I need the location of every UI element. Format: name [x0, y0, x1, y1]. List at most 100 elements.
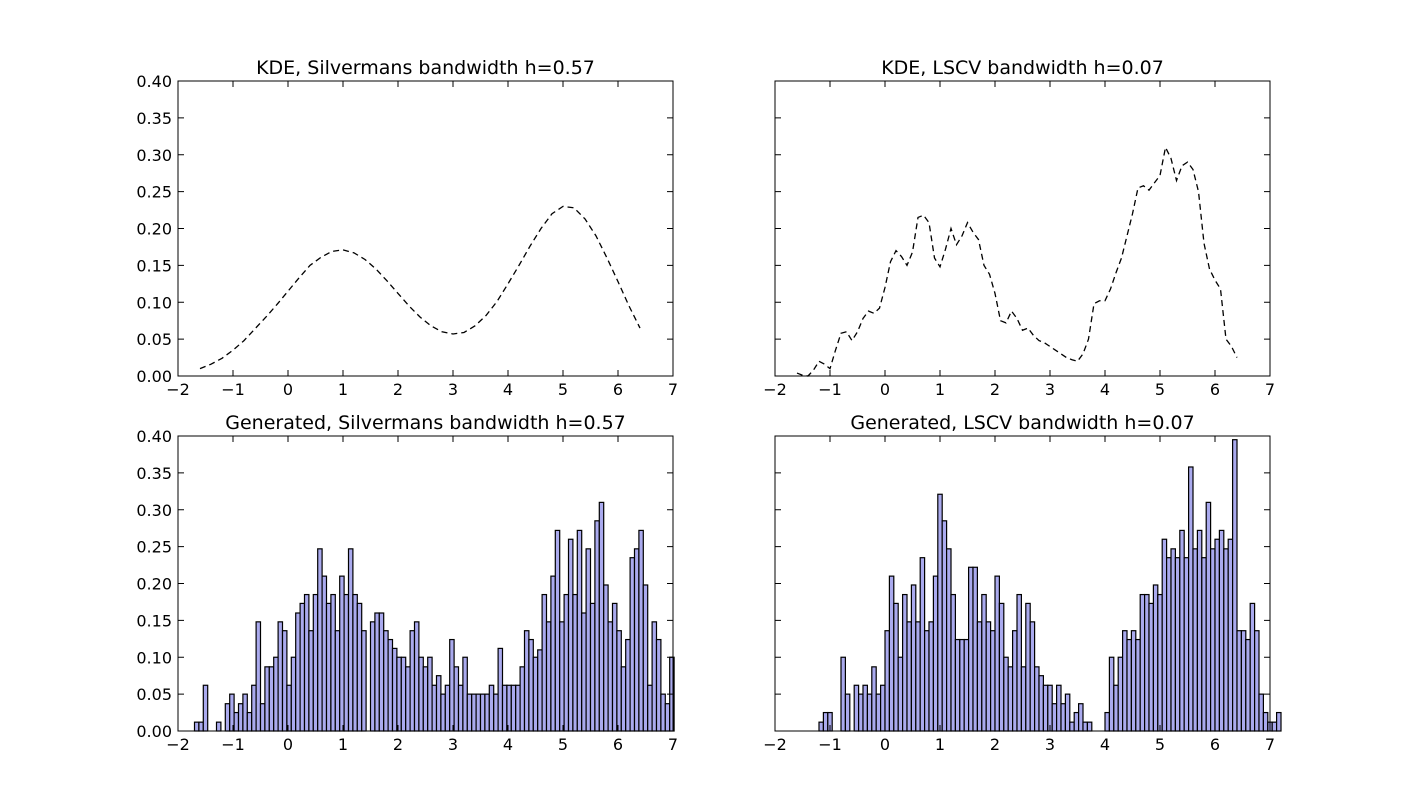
- histogram-bar: [466, 693, 473, 732]
- histogram-bar: [312, 593, 319, 732]
- histogram-bar: [897, 656, 904, 732]
- histogram-bar: [620, 666, 627, 732]
- histogram-bar: [1051, 703, 1058, 732]
- histogram-bar: [1121, 630, 1128, 732]
- histogram-bar: [598, 501, 605, 732]
- histogram-bar: [545, 621, 552, 732]
- histogram-bar: [972, 566, 979, 732]
- histogram-bar: [1082, 721, 1089, 732]
- y-tick-label: 0.35: [136, 464, 172, 483]
- histogram-bar: [400, 656, 407, 732]
- histogram-bar: [647, 684, 653, 732]
- histogram-bar: [822, 711, 829, 732]
- histogram-bar: [475, 693, 482, 732]
- histogram-bar: [290, 656, 297, 732]
- histogram-bar: [585, 548, 592, 732]
- histogram-bar: [550, 575, 556, 732]
- histogram-bar: [383, 630, 389, 732]
- histogram-bar: [1258, 693, 1265, 732]
- histogram-bar: [1187, 466, 1194, 732]
- histogram-bar: [1271, 721, 1278, 732]
- histogram-bar: [484, 693, 490, 732]
- histogram-bar: [1117, 656, 1124, 732]
- histogram-bar: [1077, 703, 1084, 732]
- histogram-bar: [1007, 666, 1014, 732]
- histogram-bar: [954, 638, 961, 732]
- axes-frame: [774, 80, 1271, 377]
- histogram-bar: [501, 684, 508, 732]
- histogram-bar: [1029, 621, 1036, 732]
- y-tick-label: 0.25: [136, 183, 172, 202]
- histogram-bar: [871, 666, 877, 732]
- x-tick-label: 4: [503, 735, 513, 754]
- histogram-bar: [1113, 684, 1119, 732]
- x-tick-label: 6: [1210, 380, 1220, 399]
- x-tick-label: 0: [880, 735, 890, 754]
- histogram-bar: [567, 538, 574, 732]
- histogram-bar: [361, 630, 367, 732]
- histogram-bar: [1275, 711, 1282, 732]
- axis-ticks: −2 −1 0 1 2 3 4 5 6 7: [763, 435, 1275, 754]
- subplot-title: KDE, LSCV bandwidth h=0.07: [881, 57, 1164, 79]
- axis-ticks: −2 −1 0 1 2 3 4 5 6 7 0.00 0.05 0.10 0.15 0.20 0.25 0.30…: [136, 72, 678, 399]
- histogram-bar: [246, 711, 253, 732]
- histogram-bar: [1165, 557, 1172, 732]
- subplot-kde-lscv: KDE, LSCV bandwidth h=0.07 −2 −1 0 1 2 3 4 5 6 7: [763, 57, 1275, 399]
- histogram-bar: [453, 666, 460, 732]
- histogram-bar: [1139, 593, 1146, 732]
- histogram-bar: [259, 703, 266, 732]
- y-tick-label: 0.30: [136, 501, 172, 520]
- histogram-bar: [1148, 602, 1155, 732]
- histogram-bar: [457, 684, 464, 732]
- x-tick-label: −2: [763, 380, 787, 399]
- plot-area: [796, 145, 1238, 377]
- histogram-bar: [317, 548, 323, 732]
- histogram-bar: [1209, 548, 1216, 732]
- x-tick-label: 0: [283, 380, 293, 399]
- histogram-bar: [1170, 548, 1177, 732]
- histogram-bar: [1126, 638, 1133, 732]
- histogram-bar: [1108, 656, 1115, 732]
- x-tick-label: 2: [393, 735, 403, 754]
- x-tick-label: −1: [818, 735, 842, 754]
- histogram-bar: [1011, 630, 1018, 732]
- histogram-bar: [1055, 684, 1062, 732]
- histogram-bar: [932, 575, 939, 732]
- histogram-bar: [224, 703, 231, 732]
- histogram-bar: [325, 602, 332, 732]
- x-tick-label: 2: [393, 380, 403, 399]
- histogram-bar: [906, 621, 913, 732]
- histogram-bar: [1179, 529, 1185, 732]
- y-tick-label: 0.35: [136, 109, 172, 128]
- histogram-bar: [378, 612, 385, 732]
- histogram-bar: [901, 593, 908, 732]
- histogram-bar: [299, 602, 306, 732]
- histogram-bar: [945, 548, 952, 732]
- histogram-bar: [633, 548, 640, 732]
- histogram-bar: [1143, 593, 1150, 732]
- y-tick-label: 0.15: [136, 611, 172, 630]
- histogram-bar: [1135, 638, 1141, 732]
- histogram-bar: [976, 621, 983, 732]
- y-tick-label: 0.10: [136, 648, 172, 667]
- x-tick-label: 4: [1100, 735, 1110, 754]
- histogram-bar: [994, 575, 1001, 732]
- histogram-bar: [391, 647, 398, 732]
- histogram-bar: [818, 721, 825, 732]
- x-tick-label: −1: [221, 380, 245, 399]
- x-tick-label: 0: [283, 735, 293, 754]
- histogram-bar: [589, 602, 596, 732]
- x-tick-label: −2: [166, 380, 190, 399]
- histogram-bar: [638, 529, 644, 732]
- x-tick-label: −1: [221, 735, 245, 754]
- histogram-bar: [479, 693, 486, 732]
- histogram-bar: [215, 721, 222, 732]
- histogram-bar: [268, 666, 275, 732]
- histogram-bar: [431, 684, 438, 732]
- histogram-bar: [1240, 630, 1247, 732]
- histogram-bar: [576, 529, 583, 732]
- histogram-bar: [1253, 630, 1260, 732]
- plot-area: [818, 439, 1282, 732]
- histogram-bar: [629, 557, 636, 732]
- x-tick-label: 6: [1210, 735, 1220, 754]
